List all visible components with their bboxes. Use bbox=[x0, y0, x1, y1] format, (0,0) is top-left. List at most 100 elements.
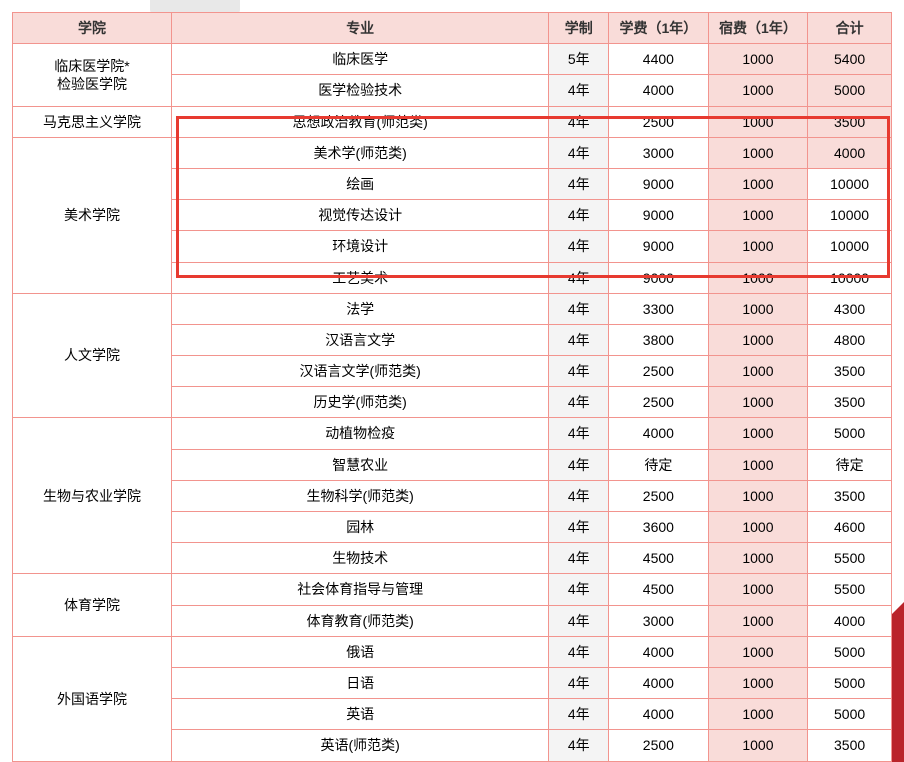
total-cell: 5000 bbox=[808, 667, 892, 698]
tuition-cell: 2500 bbox=[609, 730, 709, 761]
total-cell: 4300 bbox=[808, 293, 892, 324]
major-cell: 绘画 bbox=[171, 168, 548, 199]
dorm-cell: 1000 bbox=[708, 356, 808, 387]
total-cell: 5500 bbox=[808, 574, 892, 605]
years-cell: 4年 bbox=[549, 543, 609, 574]
total-cell: 5500 bbox=[808, 543, 892, 574]
dorm-cell: 1000 bbox=[708, 449, 808, 480]
tuition-cell: 3000 bbox=[609, 605, 709, 636]
total-cell: 3500 bbox=[808, 387, 892, 418]
dorm-cell: 1000 bbox=[708, 137, 808, 168]
table-header-row: 学院 专业 学制 学费（1年） 宿费（1年） 合计 bbox=[13, 13, 892, 44]
years-cell: 4年 bbox=[549, 605, 609, 636]
th-college: 学院 bbox=[13, 13, 172, 44]
tuition-cell: 3000 bbox=[609, 137, 709, 168]
total-cell: 3500 bbox=[808, 106, 892, 137]
years-cell: 4年 bbox=[549, 106, 609, 137]
dorm-cell: 1000 bbox=[708, 168, 808, 199]
table-row: 临床医学院*检验医学院临床医学5年440010005400 bbox=[13, 44, 892, 75]
dorm-cell: 1000 bbox=[708, 418, 808, 449]
total-cell: 10000 bbox=[808, 200, 892, 231]
college-cell: 马克思主义学院 bbox=[13, 106, 172, 137]
dorm-cell: 1000 bbox=[708, 262, 808, 293]
tuition-cell: 9000 bbox=[609, 262, 709, 293]
major-cell: 俄语 bbox=[171, 636, 548, 667]
major-cell: 思想政治教育(师范类) bbox=[171, 106, 548, 137]
years-cell: 4年 bbox=[549, 512, 609, 543]
major-cell: 环境设计 bbox=[171, 231, 548, 262]
dorm-cell: 1000 bbox=[708, 699, 808, 730]
years-cell: 4年 bbox=[549, 699, 609, 730]
dorm-cell: 1000 bbox=[708, 636, 808, 667]
table-row: 马克思主义学院思想政治教育(师范类)4年250010003500 bbox=[13, 106, 892, 137]
major-cell: 汉语言文学 bbox=[171, 324, 548, 355]
major-cell: 智慧农业 bbox=[171, 449, 548, 480]
tuition-cell: 4000 bbox=[609, 636, 709, 667]
table-row: 美术学院美术学(师范类)4年300010004000 bbox=[13, 137, 892, 168]
college-cell: 外国语学院 bbox=[13, 636, 172, 761]
tuition-cell: 4400 bbox=[609, 44, 709, 75]
table-row: 体育学院社会体育指导与管理4年450010005500 bbox=[13, 574, 892, 605]
tuition-cell: 4500 bbox=[609, 543, 709, 574]
years-cell: 4年 bbox=[549, 574, 609, 605]
college-cell: 临床医学院*检验医学院 bbox=[13, 44, 172, 106]
total-cell: 5000 bbox=[808, 636, 892, 667]
th-total: 合计 bbox=[808, 13, 892, 44]
th-tuition: 学费（1年） bbox=[609, 13, 709, 44]
total-cell: 4600 bbox=[808, 512, 892, 543]
major-cell: 生物技术 bbox=[171, 543, 548, 574]
major-cell: 视觉传达设计 bbox=[171, 200, 548, 231]
dorm-cell: 1000 bbox=[708, 480, 808, 511]
total-cell: 4000 bbox=[808, 605, 892, 636]
years-cell: 5年 bbox=[549, 44, 609, 75]
tuition-cell: 9000 bbox=[609, 168, 709, 199]
college-cell: 体育学院 bbox=[13, 574, 172, 636]
tuition-cell: 4000 bbox=[609, 667, 709, 698]
tuition-table: 学院 专业 学制 学费（1年） 宿费（1年） 合计 临床医学院*检验医学院临床医… bbox=[12, 12, 892, 762]
dorm-cell: 1000 bbox=[708, 231, 808, 262]
tuition-cell: 4000 bbox=[609, 418, 709, 449]
years-cell: 4年 bbox=[549, 636, 609, 667]
th-major: 专业 bbox=[171, 13, 548, 44]
major-cell: 园林 bbox=[171, 512, 548, 543]
tuition-cell: 3600 bbox=[609, 512, 709, 543]
total-cell: 5000 bbox=[808, 699, 892, 730]
dorm-cell: 1000 bbox=[708, 605, 808, 636]
total-cell: 10000 bbox=[808, 262, 892, 293]
total-cell: 10000 bbox=[808, 168, 892, 199]
total-cell: 5000 bbox=[808, 75, 892, 106]
th-dorm: 宿费（1年） bbox=[708, 13, 808, 44]
dorm-cell: 1000 bbox=[708, 543, 808, 574]
years-cell: 4年 bbox=[549, 168, 609, 199]
years-cell: 4年 bbox=[549, 667, 609, 698]
total-cell: 4000 bbox=[808, 137, 892, 168]
tuition-cell: 2500 bbox=[609, 387, 709, 418]
major-cell: 法学 bbox=[171, 293, 548, 324]
major-cell: 美术学(师范类) bbox=[171, 137, 548, 168]
table-body: 临床医学院*检验医学院临床医学5年440010005400医学检验技术4年400… bbox=[13, 44, 892, 761]
major-cell: 社会体育指导与管理 bbox=[171, 574, 548, 605]
years-cell: 4年 bbox=[549, 449, 609, 480]
college-cell: 生物与农业学院 bbox=[13, 418, 172, 574]
tuition-cell: 2500 bbox=[609, 356, 709, 387]
total-cell: 5000 bbox=[808, 418, 892, 449]
major-cell: 动植物检疫 bbox=[171, 418, 548, 449]
table-row: 人文学院法学4年330010004300 bbox=[13, 293, 892, 324]
years-cell: 4年 bbox=[549, 293, 609, 324]
dorm-cell: 1000 bbox=[708, 574, 808, 605]
years-cell: 4年 bbox=[549, 75, 609, 106]
dorm-cell: 1000 bbox=[708, 730, 808, 761]
tuition-cell: 3300 bbox=[609, 293, 709, 324]
years-cell: 4年 bbox=[549, 137, 609, 168]
table-wrapper: 学院 专业 学制 学费（1年） 宿费（1年） 合计 临床医学院*检验医学院临床医… bbox=[0, 0, 904, 762]
tuition-cell: 4000 bbox=[609, 699, 709, 730]
major-cell: 历史学(师范类) bbox=[171, 387, 548, 418]
tuition-cell: 9000 bbox=[609, 200, 709, 231]
dorm-cell: 1000 bbox=[708, 44, 808, 75]
total-cell: 10000 bbox=[808, 231, 892, 262]
major-cell: 汉语言文学(师范类) bbox=[171, 356, 548, 387]
years-cell: 4年 bbox=[549, 324, 609, 355]
years-cell: 4年 bbox=[549, 730, 609, 761]
tuition-cell: 4000 bbox=[609, 75, 709, 106]
dorm-cell: 1000 bbox=[708, 106, 808, 137]
